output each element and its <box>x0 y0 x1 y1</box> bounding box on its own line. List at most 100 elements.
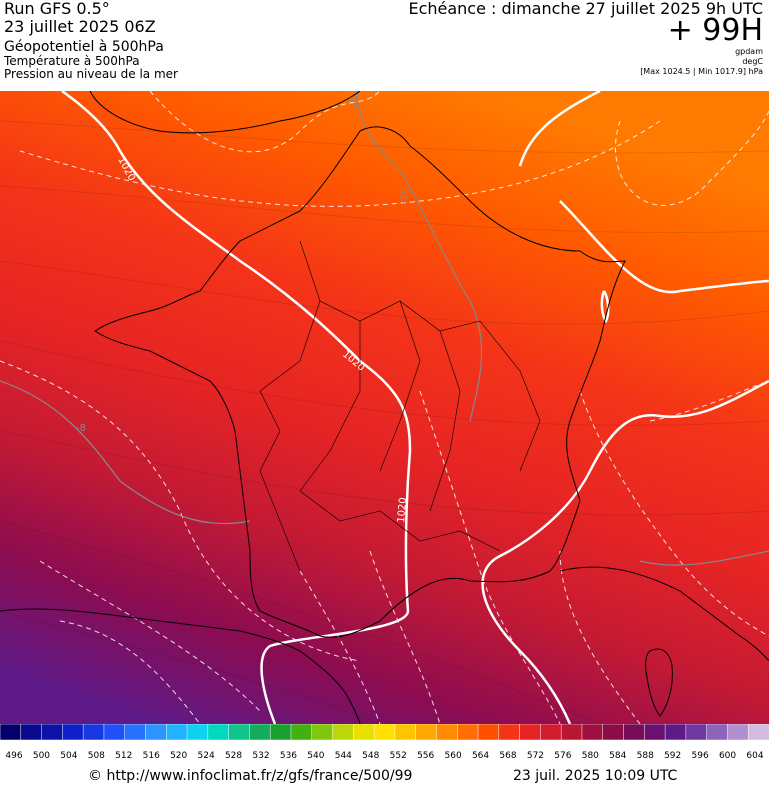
scale-tick-label: 560 <box>445 751 462 761</box>
run-title: Run GFS 0.5° <box>4 0 110 18</box>
scale-tick-label: 584 <box>609 751 626 761</box>
footer-generated: 23 juil. 2025 10:09 UTC <box>513 768 678 784</box>
isotherms-grey <box>0 91 769 566</box>
scale-tick-label: 504 <box>60 751 77 761</box>
scale-cell <box>228 724 251 741</box>
scale-tick-label: 540 <box>307 751 324 761</box>
internal-borders <box>259 240 541 572</box>
scale-cell <box>685 724 708 741</box>
header-left: Run GFS 0.5° 23 juillet 2025 06Z Géopote… <box>4 0 178 81</box>
scale-tick-label: 576 <box>554 751 571 761</box>
scale-tick-label: 500 <box>33 751 50 761</box>
scale-cell <box>644 724 666 741</box>
scale-cell <box>394 724 417 741</box>
scale-tick-label: 568 <box>499 751 516 761</box>
scale-cell <box>269 724 292 741</box>
scale-cell <box>706 724 729 741</box>
scale-cell <box>436 724 459 741</box>
geopotential-bands <box>0 120 769 724</box>
color-scale: 496 500 504 508 512 516 520 524 528 532 536 540 544 5… <box>0 724 769 761</box>
spain-coast <box>0 608 361 724</box>
scale-tick-label: 592 <box>664 751 681 761</box>
scale-tick-label: 496 <box>5 751 22 761</box>
scale-cell <box>560 724 583 741</box>
scale-cell <box>540 724 563 741</box>
scale-tick-label: 544 <box>335 751 352 761</box>
scale-cell <box>41 724 64 741</box>
scale-cell <box>498 724 521 741</box>
scale-cell <box>332 724 355 741</box>
scale-cell <box>311 724 334 741</box>
corsica <box>645 648 673 717</box>
scale-cell <box>602 724 625 741</box>
scale-tick-label: 588 <box>637 751 654 761</box>
isotherm-label-3: -16 <box>398 188 412 206</box>
scale-cell <box>20 724 43 741</box>
scale-tick-label: 520 <box>170 751 187 761</box>
scale-cell <box>0 724 22 741</box>
borders <box>0 91 769 724</box>
scale-cell <box>124 724 147 741</box>
scale-tick-label: 552 <box>390 751 407 761</box>
scale-tick-label: 548 <box>362 751 379 761</box>
scale-tick-label: 600 <box>719 751 736 761</box>
isotherm-label-1: -16 <box>348 96 360 113</box>
france-outline <box>94 126 626 638</box>
echeance-label: Echéance : dimanche 27 juillet 2025 9h U… <box>408 0 763 18</box>
scale-cell <box>477 724 500 741</box>
isotherms-dashed <box>0 91 769 724</box>
scale-cell <box>249 724 272 741</box>
run-date: 23 juillet 2025 06Z <box>4 17 156 36</box>
scale-cell <box>186 724 209 741</box>
scale-tick-label: 604 <box>746 751 763 761</box>
pressure-minmax: [Max 1024.5 | Min 1017.9] hPa <box>640 67 763 76</box>
scale-tick-label: 532 <box>252 751 269 761</box>
scale-cell <box>519 724 542 741</box>
weather-map: 1020 1020 1020 -16 -8 -16 <box>0 91 769 724</box>
scale-cell <box>145 724 168 741</box>
scale-tick-label: 596 <box>692 751 709 761</box>
scale-cell <box>456 724 479 741</box>
param-geopotential: Géopotentiel à 500hPa <box>4 39 164 55</box>
scale-cells <box>0 724 769 741</box>
field-background <box>0 91 769 724</box>
italy-coast <box>559 566 769 662</box>
scale-cell <box>373 724 396 741</box>
scale-cell <box>82 724 105 741</box>
scale-cell <box>103 724 126 741</box>
scale-cell <box>166 724 188 741</box>
scale-cell <box>415 724 438 741</box>
scale-cell <box>353 724 375 741</box>
scale-tick-label: 516 <box>143 751 160 761</box>
isobars <box>61 91 769 724</box>
unit-geopotential: gpdam <box>735 47 763 56</box>
scale-tick-label: 580 <box>582 751 599 761</box>
scale-cell <box>290 724 313 741</box>
scale-tick-label: 524 <box>198 751 215 761</box>
footer-source[interactable]: © http://www.infoclimat.fr/z/gfs/france/… <box>88 768 413 784</box>
uk-coast <box>89 91 361 134</box>
header-right: Echéance : dimanche 27 juillet 2025 9h U… <box>408 0 763 76</box>
isotherm-label-2: -8 <box>76 423 86 434</box>
scale-ticks: 496 500 504 508 512 516 520 524 528 532 536 540 544 5… <box>5 751 763 761</box>
scale-tick-label: 512 <box>115 751 132 761</box>
map-labels: 1020 1020 1020 -16 -8 -16 <box>76 96 412 523</box>
scale-cell <box>664 724 687 741</box>
horizon-label: + 99H <box>667 13 763 48</box>
scale-cell <box>207 724 230 741</box>
unit-temperature: degC <box>742 57 763 66</box>
param-pressure: Pression au niveau de la mer <box>4 67 178 81</box>
scale-cell <box>747 724 769 741</box>
scale-tick-label: 536 <box>280 751 297 761</box>
scale-tick-label: 572 <box>527 751 544 761</box>
scale-cell <box>727 724 750 741</box>
scale-tick-label: 508 <box>88 751 105 761</box>
scale-cell <box>623 724 646 741</box>
scale-tick-label: 556 <box>417 751 434 761</box>
scale-tick-label: 528 <box>225 751 242 761</box>
isobar-label-3: 1020 <box>396 497 409 523</box>
scale-tick-label: 564 <box>472 751 489 761</box>
scale-cell <box>581 724 604 741</box>
scale-cell <box>62 724 84 741</box>
param-temperature: Température à 500hPa <box>4 54 140 68</box>
